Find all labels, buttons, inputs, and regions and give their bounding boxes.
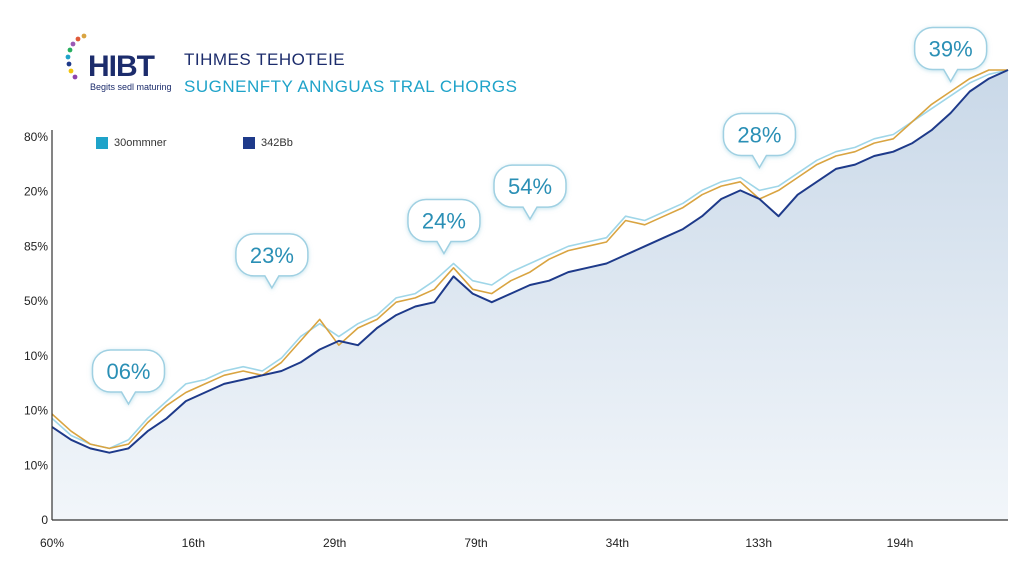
y-tick-label: 10% xyxy=(24,458,48,472)
annotation-bubble: 39% xyxy=(913,26,988,83)
logo-text: HIBT xyxy=(88,50,155,83)
x-tick-label: 16th xyxy=(182,536,205,550)
annotation-label: 06% xyxy=(106,359,150,384)
y-tick-label: 85% xyxy=(24,239,48,253)
series-line-30ommner xyxy=(51,69,1009,450)
logo-subtext: Begits sedl maturing xyxy=(90,82,172,92)
x-tick-label: 194h xyxy=(887,536,914,550)
legend-label-1: 30ommner xyxy=(114,137,167,149)
legend-swatch-2 xyxy=(243,137,255,149)
annotation-label: 54% xyxy=(508,174,552,199)
annotation-label: 39% xyxy=(929,37,973,62)
annotation-bubble-shape xyxy=(407,198,481,255)
y-tick-label: 0 xyxy=(41,513,48,527)
chart-title-line2: SUGNENFTY ANNGUAS TRAL CHORGS xyxy=(184,77,518,96)
area-fill xyxy=(52,70,1008,520)
x-tick-label: 60% xyxy=(40,536,64,550)
x-tick-label: 79th xyxy=(464,536,487,550)
series-line-gold xyxy=(51,69,1008,450)
annotation-label: 23% xyxy=(250,243,294,268)
annotation-bubble: 06% xyxy=(91,349,166,406)
annotation-bubble-shape xyxy=(722,112,797,169)
logo-arc-icon xyxy=(65,33,87,80)
chart-title-line1: TIHMES TEHOTEIE xyxy=(184,50,346,69)
y-tick-label: 10% xyxy=(24,349,48,363)
annotation-bubble: 23% xyxy=(235,233,309,290)
annotation-bubble: 54% xyxy=(493,164,567,221)
x-tick-label: 133h xyxy=(745,536,772,550)
y-tick-label: 50% xyxy=(24,294,48,308)
annotation-bubble-shape xyxy=(235,233,309,290)
y-tick-label: 20% xyxy=(24,185,48,199)
legend-label-2: 342Bb xyxy=(261,137,293,149)
annotation-label: 28% xyxy=(737,123,781,148)
legend-item-2: 342Bb xyxy=(243,137,293,149)
x-tick-label: 34th xyxy=(606,536,629,550)
series-line-342bb xyxy=(51,69,1009,454)
legend-swatch-1 xyxy=(96,137,108,149)
legend-item-1: 30ommner xyxy=(96,137,167,149)
annotation-bubble-shape xyxy=(91,349,166,406)
y-tick-label: 10% xyxy=(24,404,48,418)
annotation-label: 24% xyxy=(422,209,466,234)
y-tick-label: 80% xyxy=(24,130,48,144)
annotation-bubble-shape xyxy=(493,164,567,221)
annotation-bubble: 24% xyxy=(407,198,481,255)
chart-header: HIBT Begits sedl maturing TIHMES TEHOTEI… xyxy=(62,30,522,100)
x-tick-label: 29th xyxy=(323,536,346,550)
annotation-bubble-shape xyxy=(913,26,988,83)
annotation-bubble: 28% xyxy=(722,112,797,169)
